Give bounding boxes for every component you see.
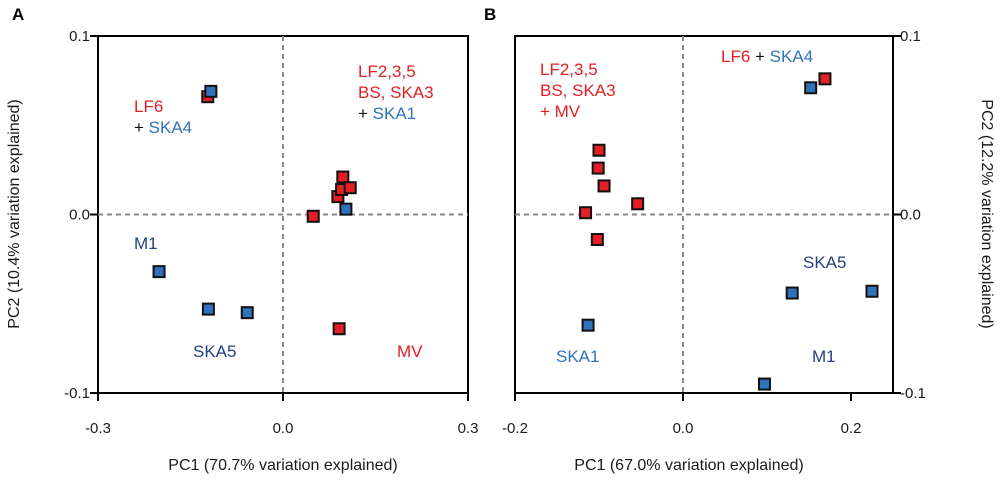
x-tick-label: 0.2	[841, 420, 862, 437]
annotation-label: SKA5	[193, 342, 236, 361]
blue-point	[201, 302, 215, 316]
panel-a-y-axis-label: PC2 (10.4% variation explained)	[6, 99, 23, 328]
blue-point	[339, 202, 353, 216]
x-tick-label: -0.3	[85, 420, 111, 437]
annotation-label: M1	[134, 234, 158, 253]
annotation-label: LF2,3,5 BS, SKA3 + SKA1	[358, 62, 434, 123]
y-tick-label: 0.1	[69, 28, 90, 45]
red-point	[818, 72, 832, 86]
red-point	[592, 143, 606, 157]
panel-b-y-axis-label: PC2 (12.2% variation explained)	[978, 99, 995, 328]
panel-a-x-axis-label: PC1 (70.7% variation explained)	[168, 457, 397, 474]
blue-point	[785, 286, 799, 300]
panel-b: B PC1 (67.0% variation explained) PC2 (1…	[484, 5, 995, 474]
annotation-label: MV	[397, 342, 423, 361]
blue-point	[240, 306, 254, 320]
red-point	[343, 181, 357, 195]
y-tick-label: 0.0	[900, 207, 921, 224]
x-tick-label: 0.0	[673, 420, 694, 437]
annotation-label: SKA1	[556, 347, 599, 366]
panel-a: A PC1 (70.7% variation explained) PC2 (1…	[6, 5, 478, 474]
blue-point	[865, 284, 879, 298]
annotation-label: LF6 + SKA4	[721, 47, 813, 66]
red-point	[631, 197, 645, 211]
y-tick-label: 0.0	[69, 207, 90, 224]
red-point	[597, 179, 611, 193]
annotation-label: LF2,3,5 BS, SKA3 + MV	[540, 60, 616, 121]
annotation-label: LF6 + SKA4	[134, 97, 192, 137]
panel-a-label: A	[12, 5, 24, 24]
red-point	[590, 232, 604, 246]
red-point	[579, 206, 593, 220]
red-point	[591, 161, 605, 175]
annotation-label: SKA5	[803, 253, 846, 272]
blue-point	[804, 81, 818, 95]
blue-point	[204, 84, 218, 98]
panel-b-label: B	[484, 5, 496, 24]
blue-point	[152, 265, 166, 279]
red-point	[336, 170, 350, 184]
panel-b-x-axis-label: PC1 (67.0% variation explained)	[574, 457, 803, 474]
blue-point	[757, 377, 771, 391]
x-tick-label: 0.3	[458, 420, 479, 437]
red-point	[306, 209, 320, 223]
x-tick-label: 0.0	[273, 420, 294, 437]
y-tick-label: -0.1	[64, 385, 90, 402]
blue-point	[581, 318, 595, 332]
red-point	[332, 322, 346, 336]
y-tick-label: -0.1	[900, 385, 926, 402]
x-tick-label: -0.2	[502, 420, 528, 437]
y-tick-label: 0.1	[900, 28, 921, 45]
annotation-label: M1	[812, 347, 836, 366]
